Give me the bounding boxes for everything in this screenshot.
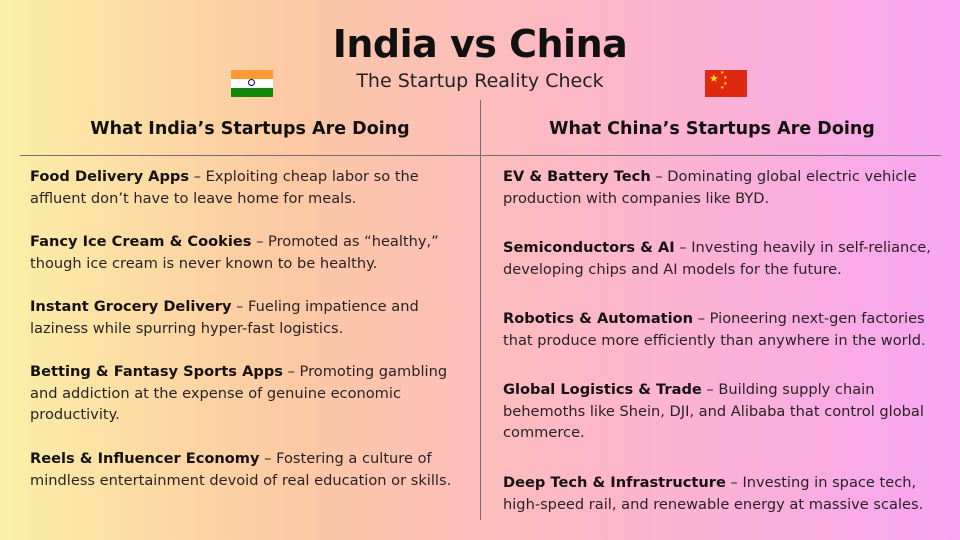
item-title: Food Delivery Apps [30, 168, 190, 185]
item-separator: – [725, 474, 743, 491]
india-item: Food Delivery Apps – Exploiting cheap la… [30, 166, 475, 209]
item-description: Fueling impatience and laziness while sp… [30, 298, 419, 337]
item-separator: – [650, 168, 668, 185]
item-title: Fancy Ice Cream & Cookies [30, 233, 252, 250]
column-divider [480, 100, 481, 520]
item-separator: – [701, 381, 719, 398]
china-flag-icon: ★ ★ ★ ★ ★ [705, 70, 747, 97]
item-title: Betting & Fantasy Sports Apps [30, 363, 283, 380]
item-description: Promoted as “healthy,” though ice cream … [30, 233, 439, 272]
item-description: Investing in space tech, high-speed rail… [503, 474, 924, 513]
item-separator: – [231, 298, 249, 315]
item-title: Semiconductors & AI [503, 239, 675, 256]
item-title: Instant Grocery Delivery [30, 298, 232, 315]
india-item: Instant Grocery Delivery – Fueling impat… [30, 296, 475, 339]
china-item: Robotics & Automation – Pioneering next-… [503, 308, 953, 351]
item-description: Dominating global electric vehicle produ… [503, 168, 917, 207]
item-separator: – [259, 450, 277, 467]
item-separator: – [674, 239, 692, 256]
india-flag-icon [231, 70, 273, 97]
china-item: EV & Battery Tech – Dominating global el… [503, 166, 953, 209]
item-title: Reels & Influencer Economy [30, 450, 260, 467]
china-item: Semiconductors & AI – Investing heavily … [503, 237, 953, 280]
item-title: Global Logistics & Trade [503, 381, 702, 398]
item-separator: – [251, 233, 269, 250]
item-description: Exploiting cheap labor so the affluent d… [30, 168, 419, 207]
item-separator: – [693, 310, 710, 327]
india-column-heading: What India’s Startups Are Doing [90, 119, 410, 139]
item-description: Investing heavily in self-reliance, deve… [503, 239, 931, 278]
item-title: Robotics & Automation [503, 310, 694, 327]
item-description: Building supply chain behemoths like She… [503, 381, 924, 441]
page-title: India vs China [332, 22, 628, 66]
item-description: Fostering a culture of mindless entertai… [30, 450, 452, 489]
page-subtitle: The Startup Reality Check [356, 70, 604, 92]
item-description: Pioneering next-gen factories that produ… [503, 310, 926, 349]
india-item: Betting & Fantasy Sports Apps – Promotin… [30, 361, 475, 426]
india-item: Reels & Influencer Economy – Fostering a… [30, 448, 475, 491]
china-item: Global Logistics & Trade – Building supp… [503, 379, 953, 444]
item-separator: – [282, 363, 300, 380]
item-separator: – [189, 168, 206, 185]
china-item: Deep Tech & Infrastructure – Investing i… [503, 472, 953, 515]
item-title: Deep Tech & Infrastructure [503, 474, 726, 491]
india-item: Fancy Ice Cream & Cookies – Promoted as … [30, 231, 475, 274]
china-column-heading: What China’s Startups Are Doing [549, 119, 875, 139]
item-description: Promoting gambling and addiction at the … [30, 363, 448, 423]
item-title: EV & Battery Tech [503, 168, 651, 185]
